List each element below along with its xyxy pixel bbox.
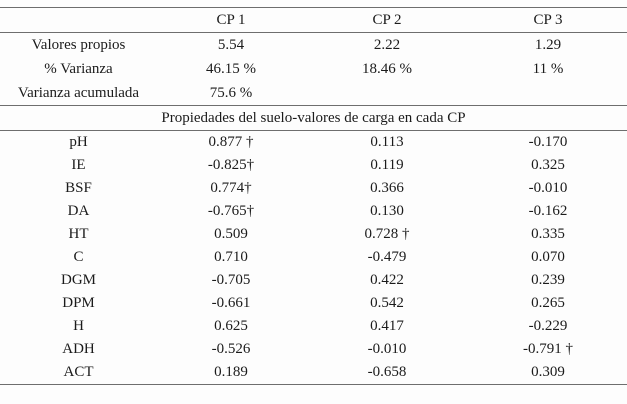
row-label: % Varianza xyxy=(44,60,113,77)
cell-value: -0.010 xyxy=(528,180,568,196)
table-row: Varianza acumulada 75.6 % xyxy=(0,81,627,106)
summary-section: Valores propios 5.54 2.22 1.29 % Varianz… xyxy=(0,33,627,131)
section-header: Propiedades del suelo-valores de carga e… xyxy=(161,109,466,126)
table-row: IE -0.825† 0.119 0.325 xyxy=(0,154,627,177)
cell-value: 2.22 xyxy=(373,36,401,53)
row-label: ACT xyxy=(63,364,94,380)
row-label: H xyxy=(73,318,84,334)
cell-value: 75.6 % xyxy=(209,84,253,101)
cell-value: 0.325 xyxy=(531,157,565,173)
cell-value: 0.265 xyxy=(531,295,565,311)
table-row: Valores propios 5.54 2.22 1.29 xyxy=(0,33,627,58)
cell-value: -0.162 xyxy=(528,203,568,219)
cell-value: 0.119 xyxy=(370,157,404,173)
cell-value: 0.422 xyxy=(370,272,404,288)
cell-value xyxy=(469,81,627,106)
cell-value: -0.825† xyxy=(207,157,255,173)
cell-value: 0.309 xyxy=(531,364,565,380)
header-cp3: CP 3 xyxy=(533,11,563,28)
row-label: HT xyxy=(68,226,89,242)
table-row: BSF 0.774† 0.366 -0.010 xyxy=(0,177,627,200)
section-header-row: Propiedades del suelo-valores de carga e… xyxy=(0,106,627,131)
header-row: CP 1 CP 2 CP 3 xyxy=(0,7,627,33)
pca-results-table: CP 1 CP 2 CP 3 Valores propios 5.54 2.22… xyxy=(0,7,627,385)
table-row: C 0.710 -0.479 0.070 xyxy=(0,246,627,269)
table-row: ADH -0.526 -0.010 -0.791 † xyxy=(0,338,627,361)
cell-value: -0.526 xyxy=(211,341,251,357)
cell-value: 0.774† xyxy=(210,180,252,196)
cell-value: 0.710 xyxy=(214,249,248,265)
row-label: Varianza acumulada xyxy=(17,84,140,101)
table-row: DGM -0.705 0.422 0.239 xyxy=(0,269,627,292)
loadings-section: pH 0.877 † 0.113 -0.170 IE -0.825† 0.119… xyxy=(0,131,627,385)
table-row: H 0.625 0.417 -0.229 xyxy=(0,315,627,338)
cell-value: 0.070 xyxy=(531,249,565,265)
cell-value: 11 % xyxy=(532,60,564,77)
cell-value: 0.625 xyxy=(214,318,248,334)
table-row: DPM -0.661 0.542 0.265 xyxy=(0,292,627,315)
row-label: pH xyxy=(69,134,88,150)
table-row: pH 0.877 † 0.113 -0.170 xyxy=(0,131,627,155)
cell-value: 0.509 xyxy=(214,226,248,242)
cell-value: 46.15 % xyxy=(206,60,256,77)
cell-value xyxy=(305,81,469,106)
row-label: DPM xyxy=(62,295,95,311)
table-row: ACT 0.189 -0.658 0.309 xyxy=(0,361,627,385)
cell-value: 0.366 xyxy=(370,180,404,196)
cell-value: 0.239 xyxy=(531,272,565,288)
header-cp1: CP 1 xyxy=(216,11,246,28)
cell-value: -0.791 † xyxy=(523,341,573,357)
cell-value: 0.113 xyxy=(370,134,404,150)
cell-value: -0.765† xyxy=(207,203,255,219)
row-label: DA xyxy=(67,203,90,219)
cell-value: -0.479 xyxy=(367,249,407,265)
cell-value: -0.661 xyxy=(211,295,251,311)
row-label: IE xyxy=(71,157,86,173)
cell-value: 0.335 xyxy=(531,226,565,242)
cell-value: -0.010 xyxy=(367,341,407,357)
row-label: BSF xyxy=(65,180,92,196)
table-row: HT 0.509 0.728 † 0.335 xyxy=(0,223,627,246)
header-cp2: CP 2 xyxy=(372,11,402,28)
row-label: DGM xyxy=(60,272,96,288)
cell-value: 0.189 xyxy=(214,364,248,380)
cell-value: 0.728 † xyxy=(364,226,410,242)
cell-value: 1.29 xyxy=(534,36,562,53)
row-label: C xyxy=(73,249,84,265)
row-label: ADH xyxy=(62,341,95,357)
cell-value: 18.46 % xyxy=(362,60,412,77)
cell-value: 0.877 † xyxy=(208,134,254,150)
header-empty-cell xyxy=(0,8,157,33)
cell-value: 0.130 xyxy=(370,203,404,219)
table-row: % Varianza 46.15 % 18.46 % 11 % xyxy=(0,57,627,81)
cell-value: 0.542 xyxy=(370,295,404,311)
table-row: DA -0.765† 0.130 -0.162 xyxy=(0,200,627,223)
cell-value: 0.417 xyxy=(370,318,404,334)
cell-value: -0.658 xyxy=(367,364,407,380)
cell-value: -0.229 xyxy=(528,318,568,334)
cell-value: -0.705 xyxy=(211,272,251,288)
cell-value: -0.170 xyxy=(528,134,568,150)
row-label: Valores propios xyxy=(31,36,126,53)
cell-value: 5.54 xyxy=(217,36,245,53)
